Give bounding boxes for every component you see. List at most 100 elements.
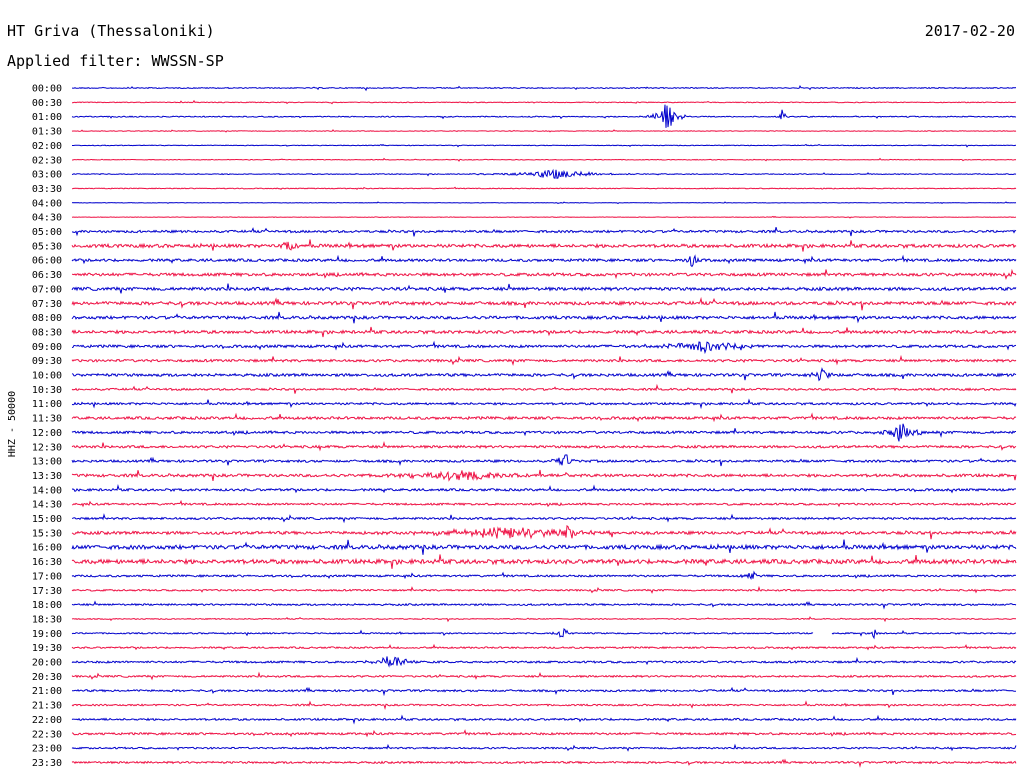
trace-row — [71, 412, 1017, 423]
trace-row — [71, 513, 1017, 524]
time-tick-label: 08:30 — [32, 327, 62, 338]
trace-row — [71, 398, 1017, 410]
time-tick-label: 23:00 — [32, 744, 62, 755]
time-tick-label: 14:00 — [32, 485, 62, 496]
filter-label: Applied filter: WWSSN-SP — [7, 52, 224, 70]
trace-row — [71, 499, 1017, 508]
trace-row — [71, 554, 1017, 569]
trace-row — [71, 296, 1017, 311]
trace-row — [71, 423, 1016, 442]
time-tick-label: 01:00 — [32, 112, 62, 123]
time-tick-label: 04:00 — [32, 198, 62, 209]
trace-row — [71, 367, 1017, 382]
trace-row — [71, 600, 1017, 610]
trace-row — [71, 383, 1017, 394]
time-tick-label: 12:30 — [32, 442, 62, 453]
trace-row — [71, 628, 1017, 640]
time-tick-label: 18:00 — [32, 600, 62, 611]
time-tick-label: 23:30 — [32, 758, 62, 769]
time-tick-label: 07:00 — [32, 284, 62, 295]
time-tick-label: 22:30 — [32, 729, 62, 740]
time-tick-label: 17:30 — [32, 586, 62, 597]
time-tick-label: 20:00 — [32, 658, 62, 669]
trace-row — [71, 254, 1017, 268]
time-tick-label: 01:30 — [32, 127, 62, 138]
trace-row — [71, 714, 1017, 725]
trace-row — [71, 227, 1017, 237]
trace-row — [71, 239, 1017, 252]
time-tick-label: 19:00 — [32, 629, 62, 640]
trace-row — [71, 201, 1017, 205]
time-tick-label: 05:30 — [32, 241, 62, 252]
seismic-traces — [71, 85, 1017, 768]
trace-row — [71, 129, 1017, 133]
trace-row — [71, 524, 1017, 540]
time-tick-label: 11:00 — [32, 399, 62, 410]
trace-row — [71, 104, 1017, 128]
trace-row — [71, 311, 1017, 324]
time-tick-label: 20:30 — [32, 672, 62, 683]
trace-row — [71, 729, 1017, 738]
trace-row — [71, 326, 1017, 338]
trace-row — [72, 99, 1016, 105]
time-tick-label: 05:00 — [32, 227, 62, 238]
trace-row — [71, 454, 1017, 467]
trace-row — [71, 469, 1017, 482]
time-tick-label: 21:30 — [32, 701, 62, 712]
time-tick-label: 12:00 — [32, 428, 62, 439]
trace-row — [71, 743, 1017, 752]
trace-row — [71, 585, 1017, 594]
trace-row — [72, 143, 1017, 148]
time-tick-label: 13:30 — [32, 471, 62, 482]
time-tick-label: 11:30 — [32, 414, 62, 425]
trace-row — [72, 85, 1017, 92]
trace-row — [71, 656, 1017, 668]
time-tick-labels: 00:00 00:30 01:00 01:30 02:00 02:30 03:00 03:30… — [32, 84, 62, 769]
trace-row — [71, 186, 1017, 191]
trace-row — [71, 268, 1017, 280]
trace-row — [71, 616, 1017, 623]
time-tick-label: 06:30 — [32, 270, 62, 281]
trace-row — [71, 758, 1017, 768]
station-title: HT Griva (Thessaloniki) — [7, 22, 215, 40]
time-tick-label: 03:00 — [32, 170, 62, 181]
time-tick-label: 15:00 — [32, 514, 62, 525]
trace-row — [72, 686, 1017, 697]
trace-row — [71, 354, 1017, 366]
record-date: 2017-02-20 — [925, 22, 1015, 40]
time-tick-label: 17:00 — [32, 571, 62, 582]
trace-row — [71, 215, 1017, 219]
trace-row — [71, 700, 1017, 710]
time-tick-label: 00:00 — [32, 84, 62, 95]
time-tick-label: 10:00 — [32, 371, 62, 382]
trace-row — [71, 570, 1017, 581]
time-tick-label: 02:30 — [32, 155, 62, 166]
trace-row — [71, 283, 1017, 294]
time-tick-label: 16:30 — [32, 557, 62, 568]
time-tick-label: 04:30 — [32, 213, 62, 224]
time-tick-label: 21:00 — [32, 686, 62, 697]
time-tick-label: 07:30 — [32, 299, 62, 310]
time-tick-label: 00:30 — [32, 98, 62, 109]
time-tick-label: 16:00 — [32, 543, 62, 554]
time-tick-label: 03:30 — [32, 184, 62, 195]
time-tick-label: 19:30 — [32, 643, 62, 654]
time-tick-label: 09:30 — [32, 356, 62, 367]
time-tick-label: 09:00 — [32, 342, 62, 353]
time-tick-label: 22:00 — [32, 715, 62, 726]
time-tick-label: 02:00 — [32, 141, 62, 152]
time-tick-label: 08:00 — [32, 313, 62, 324]
time-tick-label: 15:30 — [32, 528, 62, 539]
trace-row — [71, 671, 1017, 681]
trace-row — [71, 484, 1017, 494]
time-tick-label: 10:30 — [32, 385, 62, 396]
time-tick-label: 18:30 — [32, 614, 62, 625]
trace-row — [71, 168, 1017, 179]
time-tick-label: 06:00 — [32, 256, 62, 267]
time-tick-label: 13:00 — [32, 457, 62, 468]
y-axis-label: HHZ - 50000 — [7, 391, 18, 457]
time-tick-label: 14:30 — [32, 500, 62, 511]
trace-row — [72, 157, 1017, 162]
trace-row — [71, 340, 1017, 355]
